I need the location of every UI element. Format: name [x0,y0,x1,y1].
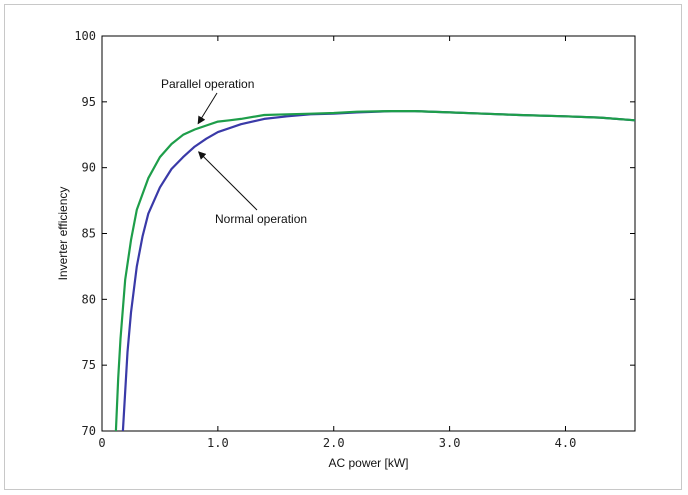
y-tick-label: 80 [82,292,96,306]
x-axis-label: AC power [kW] [328,456,408,470]
x-tick-label: 1.0 [207,436,229,450]
x-axis-ticks: 0 1.0 2.0 3.0 4.0 [98,36,576,450]
x-tick-label: 0 [98,436,105,450]
y-axis-ticks: 70 75 80 85 90 95 100 [74,29,635,438]
line-chart: 70 75 80 85 90 95 100 0 1.0 2.0 3.0 4.0 Parallel o… [56,29,636,470]
y-tick-label: 70 [82,424,96,438]
y-tick-label: 90 [82,161,96,175]
annotation-parallel-operation-arrow [197,92,218,125]
annotation-normal-operation-arrow [197,151,258,211]
y-axis-label: Inverter efficiency [56,187,70,281]
y-tick-label: 85 [82,227,96,241]
annotation-layer: Parallel operation Normal operation [161,77,307,226]
x-tick-label: 3.0 [439,436,461,450]
series-layer [114,109,635,431]
series-parallel-operation [114,109,635,431]
annotation-parallel-operation: Parallel operation [161,77,254,91]
y-tick-label: 95 [82,95,96,109]
x-tick-label: 2.0 [323,436,345,450]
annotation-normal-operation: Normal operation [215,212,307,226]
y-tick-label: 75 [82,358,96,372]
plot-area [101,35,636,432]
x-tick-label: 4.0 [555,436,577,450]
y-tick-label: 100 [74,29,96,43]
chart-frame: 70 75 80 85 90 95 100 0 1.0 2.0 3.0 4.0 Parallel o… [4,4,682,490]
